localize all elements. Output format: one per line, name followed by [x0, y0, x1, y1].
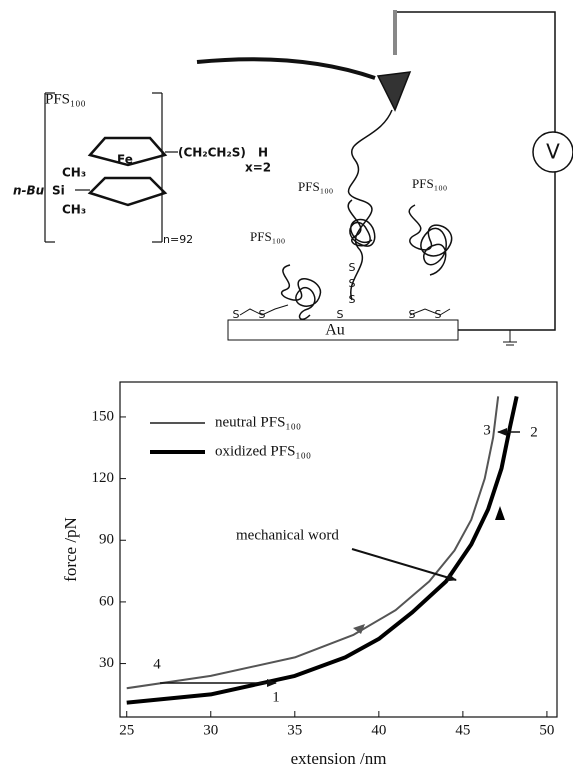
plot-frame: [119, 381, 558, 718]
sulfur-label: S: [349, 261, 356, 274]
voltmeter-label: V: [546, 140, 560, 164]
sulfur-label: S: [435, 308, 442, 321]
data-line: [126, 396, 500, 690]
atom-label: (CH₂CH₂S): [178, 146, 246, 160]
legend-label: oxidized PFS₁₀₀: [215, 443, 311, 459]
cantilever: [196, 57, 376, 80]
x-tick-label: 30: [203, 722, 218, 738]
atom-label: Fe: [117, 153, 133, 167]
y-tick-label: 150: [92, 408, 115, 424]
atom-label: n-Bu: [13, 184, 45, 198]
x-tick-label: 45: [455, 722, 470, 738]
sulfur-label: S: [349, 293, 356, 306]
tip: [376, 71, 412, 112]
diagram: [44, 10, 573, 346]
data-line: [126, 395, 519, 705]
atom-label: CH₃: [62, 166, 86, 180]
x-axis-title: extension /nm: [291, 749, 387, 768]
polymer-label: PFS₁₀₀: [45, 91, 86, 107]
coil: [347, 199, 376, 247]
annotation: mechanical word: [236, 527, 339, 543]
y-axis-title: force /pN: [61, 517, 80, 582]
atom-label: CH₃: [62, 203, 86, 217]
ring: [87, 176, 168, 207]
annotation-arrow: [351, 548, 457, 582]
diagram-labels: PFS₁₀₀ Fe CH₃ CH₃ n-Bu Si (CH₂CH₂S) H x=…: [13, 91, 560, 338]
substrate: [227, 319, 459, 341]
coil: [408, 204, 453, 276]
sulfur-label: S: [349, 277, 356, 290]
atom-label: x=2: [245, 161, 271, 175]
chain-label: PFS₁₀₀: [250, 229, 285, 244]
atom-label: Si: [52, 184, 65, 198]
y-tick-label: 30: [99, 655, 114, 671]
y-tick-label: 120: [92, 470, 115, 486]
sulfur-label: S: [233, 308, 240, 321]
legend-label: neutral PFS₁₀₀: [215, 414, 301, 430]
substrate-label: Au: [325, 322, 345, 339]
voltmeter-circle: [532, 131, 573, 173]
x-tick-label: 25: [119, 722, 134, 738]
stretched-chain: [347, 109, 393, 301]
annotation: 2: [530, 424, 538, 440]
annotation: 3: [483, 422, 491, 438]
tether: [239, 304, 289, 316]
y-tick-label: 60: [99, 593, 114, 609]
direction-marker: [495, 506, 505, 520]
direction-marker: [353, 624, 365, 634]
chain-label: PFS₁₀₀: [298, 179, 333, 194]
sulfur-label: S: [409, 308, 416, 321]
annotation: 4: [153, 656, 161, 672]
x-tick-label: 50: [539, 722, 554, 738]
x-tick-label: 40: [371, 722, 386, 738]
ring: [87, 136, 168, 167]
coil: [281, 264, 322, 320]
atom-label: H: [258, 146, 268, 160]
x-tick-label: 35: [287, 722, 302, 738]
annotation: 1: [272, 689, 280, 705]
tether: [409, 308, 451, 316]
y-tick-label: 90: [99, 532, 114, 548]
chain-label: PFS₁₀₀: [412, 176, 447, 191]
sulfur-label: S: [337, 308, 344, 321]
circuit: [397, 11, 556, 331]
sulfur-label: S: [259, 308, 266, 321]
atom-label: n=92: [163, 233, 193, 246]
